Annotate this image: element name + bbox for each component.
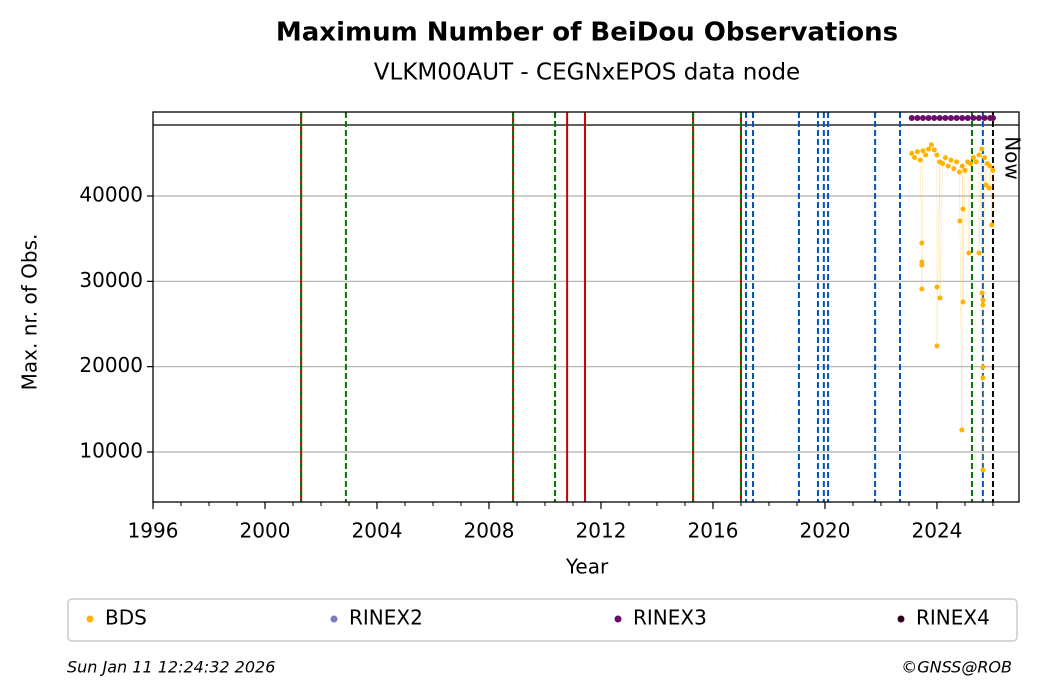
data-point bbox=[990, 167, 996, 173]
data-point bbox=[975, 115, 982, 122]
data-point bbox=[914, 149, 920, 155]
data-point bbox=[945, 163, 951, 169]
legend-marker bbox=[614, 615, 622, 623]
data-point bbox=[947, 115, 954, 122]
x-axis-label: Year bbox=[565, 555, 609, 579]
data-point bbox=[968, 161, 974, 167]
chart-subtitle: VLKM00AUT - CEGNxEPOS data node bbox=[374, 60, 800, 86]
data-point bbox=[960, 299, 966, 305]
legend-label: RINEX2 bbox=[349, 606, 423, 630]
data-point bbox=[942, 115, 949, 122]
y-tick-label: 20000 bbox=[79, 353, 143, 377]
data-point bbox=[926, 146, 932, 152]
data-point bbox=[920, 148, 926, 154]
legend-label: BDS bbox=[105, 606, 147, 630]
data-point bbox=[951, 166, 957, 172]
x-tick-label: 2016 bbox=[688, 519, 739, 543]
data-point bbox=[908, 115, 915, 122]
legend-box bbox=[67, 598, 1018, 642]
legend-marker bbox=[330, 615, 338, 623]
data-point bbox=[912, 155, 918, 161]
data-point bbox=[970, 155, 976, 161]
series-connector bbox=[911, 144, 994, 471]
chart-title: Maximum Number of BeiDou Observations bbox=[276, 18, 898, 48]
data-point bbox=[976, 250, 982, 256]
data-point bbox=[962, 167, 968, 173]
x-tick-label: 2008 bbox=[464, 519, 515, 543]
data-point bbox=[960, 206, 966, 212]
data-point bbox=[934, 284, 940, 290]
data-point bbox=[937, 295, 943, 301]
data-point bbox=[980, 467, 986, 473]
legend-label: RINEX3 bbox=[633, 606, 707, 630]
data-point bbox=[919, 240, 925, 246]
legend-label: RINEX4 bbox=[916, 606, 990, 630]
plot-frame bbox=[152, 111, 1020, 503]
y-tick-label: 10000 bbox=[79, 439, 143, 463]
data-point bbox=[925, 115, 932, 122]
legend-marker bbox=[86, 615, 94, 623]
data-point bbox=[959, 427, 965, 433]
data-point bbox=[959, 163, 965, 169]
data-point bbox=[942, 155, 948, 161]
data-point bbox=[931, 147, 937, 153]
data-point bbox=[979, 290, 985, 296]
x-tick-label: 2012 bbox=[576, 519, 627, 543]
data-point bbox=[973, 159, 979, 165]
x-tick-label: 1996 bbox=[128, 519, 179, 543]
timestamp: Sun Jan 11 12:24:32 2026 bbox=[67, 658, 275, 677]
data-point bbox=[931, 115, 938, 122]
data-point bbox=[959, 115, 966, 122]
data-point bbox=[979, 146, 985, 152]
data-point bbox=[970, 115, 977, 122]
x-tick-label: 2004 bbox=[352, 519, 403, 543]
data-point bbox=[980, 375, 986, 381]
data-point bbox=[953, 115, 960, 122]
x-tick-label: 2000 bbox=[240, 519, 291, 543]
data-point bbox=[957, 218, 963, 224]
data-point bbox=[919, 286, 925, 292]
data-point bbox=[987, 163, 993, 169]
data-point bbox=[917, 157, 923, 163]
data-point bbox=[964, 115, 971, 122]
y-tick-label: 40000 bbox=[79, 183, 143, 207]
data-point bbox=[980, 297, 986, 303]
data-point bbox=[934, 152, 940, 158]
data-point bbox=[989, 222, 995, 228]
data-point bbox=[919, 115, 926, 122]
data-point bbox=[954, 159, 960, 165]
data-point bbox=[914, 115, 921, 122]
data-point bbox=[966, 250, 972, 256]
data-point bbox=[923, 152, 929, 158]
data-point bbox=[989, 115, 996, 122]
credit: ©GNSS@ROB bbox=[901, 658, 1012, 677]
y-tick-label: 30000 bbox=[79, 268, 143, 292]
data-point bbox=[919, 262, 925, 268]
legend-marker bbox=[897, 615, 905, 623]
data-point bbox=[948, 157, 954, 163]
data-point bbox=[909, 150, 915, 156]
y-axis-label: Max. nr. of Obs. bbox=[18, 234, 42, 391]
data-point bbox=[983, 182, 989, 188]
x-tick-label: 2024 bbox=[912, 519, 963, 543]
data-point bbox=[981, 115, 988, 122]
data-point bbox=[956, 169, 962, 175]
data-point bbox=[928, 142, 934, 148]
data-point bbox=[982, 155, 988, 161]
x-tick-label: 2020 bbox=[800, 519, 851, 543]
now-label: Now bbox=[1000, 136, 1024, 180]
data-point bbox=[940, 161, 946, 167]
data-point bbox=[986, 185, 992, 191]
data-point bbox=[936, 115, 943, 122]
data-point bbox=[934, 343, 940, 349]
data-point bbox=[980, 364, 986, 370]
data-point bbox=[976, 152, 982, 158]
data-point bbox=[980, 302, 986, 308]
